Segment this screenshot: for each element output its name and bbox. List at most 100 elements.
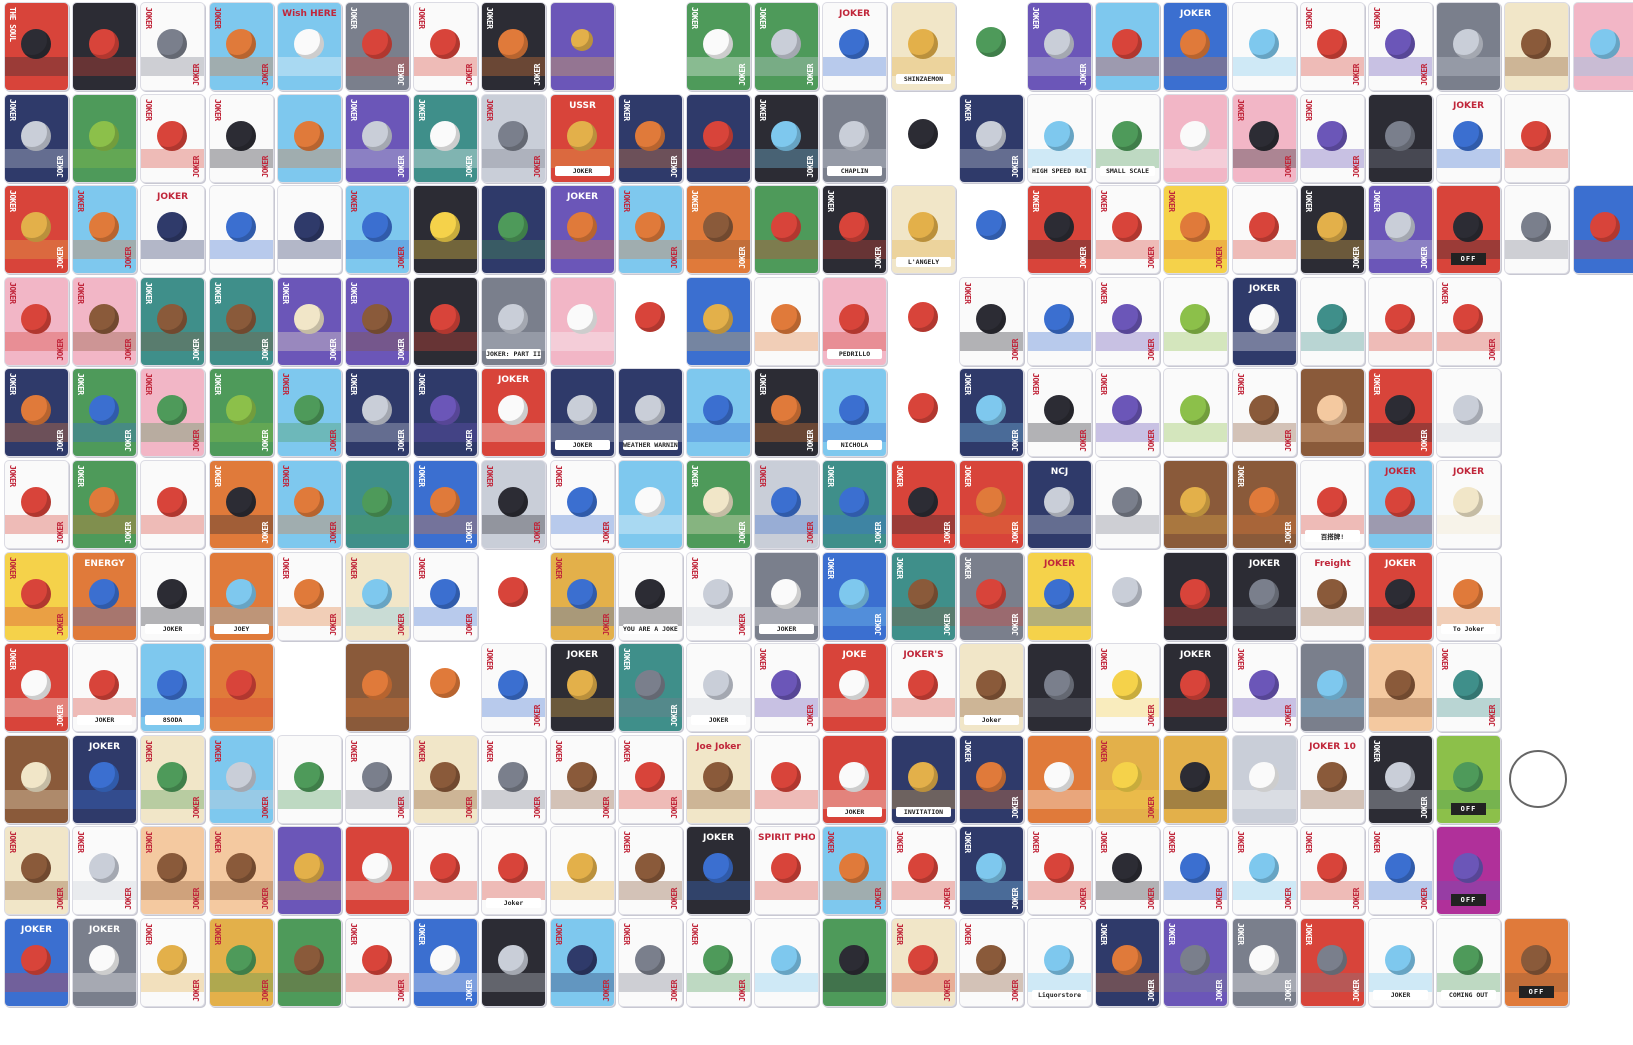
joker-card[interactable] [73,95,136,182]
joker-card[interactable]: JOKER JOKER [1301,95,1364,182]
joker-card[interactable]: JOKER JOKER [346,919,409,1006]
joker-card[interactable]: OFF [1437,186,1500,273]
joker-card[interactable]: JOKER JOKER [551,919,614,1006]
joker-card[interactable]: INVITATION [892,736,955,823]
joker-card[interactable] [823,919,886,1006]
joker-card[interactable] [1369,644,1432,731]
joker-card[interactable]: JOKER JOKER [960,461,1023,548]
joker-card[interactable] [1505,186,1568,273]
joker-card[interactable] [892,95,955,182]
joker-card[interactable]: JOKER JOKER [210,95,273,182]
joker-card[interactable]: JOKER JOKER [619,919,682,1006]
joker-card[interactable] [1096,461,1159,548]
joker-card[interactable]: JOKER JOKER [73,186,136,273]
joker-card[interactable]: Joker [960,644,1023,731]
joker-card[interactable]: JOKER JOKER [1301,919,1364,1006]
joker-card[interactable]: JOKER JOKER [823,461,886,548]
joker-card[interactable]: JOKER JOKER [414,461,477,548]
joker-card[interactable]: JOKER JOKER [346,278,409,365]
joker-card[interactable]: JOKER [1369,919,1432,1006]
joker-card[interactable]: JOKER [5,919,68,1006]
joker-card[interactable]: JOKER JOKER [823,186,886,273]
joker-card[interactable] [551,3,614,90]
joker-card[interactable]: JOKER JOKER [619,736,682,823]
joker-card[interactable]: Freight [1301,553,1364,640]
joker-card[interactable]: JOKER JOKER [687,553,750,640]
joker-card[interactable] [278,95,341,182]
joker-card[interactable]: To Joker [1437,553,1500,640]
joker-card[interactable]: JOKER JOKER [687,919,750,1006]
joker-card[interactable] [278,827,341,914]
joker-card[interactable] [210,186,273,273]
joker-card[interactable]: Joker [482,827,545,914]
joker-card[interactable] [1164,736,1227,823]
joker-card[interactable]: JOKER JOKER [1437,644,1500,731]
joker-card[interactable] [755,278,818,365]
joker-card[interactable]: JOKER JOKER [5,186,68,273]
joker-card[interactable]: JOKER JOKER [755,369,818,456]
joker-card[interactable]: JOKER JOKER [1028,186,1091,273]
joker-card[interactable]: JOKER [551,369,614,456]
joker-card[interactable] [1574,186,1633,273]
joker-card[interactable]: JOKER JOKER [5,553,68,640]
joker-card[interactable]: JOKER JOKER [755,95,818,182]
joker-card[interactable]: JOKER JOKER [1096,644,1159,731]
joker-card[interactable] [1164,553,1227,640]
joker-card[interactable]: JOKER JOKER [755,461,818,548]
joker-card[interactable]: JOKER [687,644,750,731]
joker-card[interactable]: Liquorstore [1028,919,1091,1006]
joker-card[interactable]: JOKER'S [892,644,955,731]
joker-card[interactable]: JOKER JOKER [346,95,409,182]
joker-card[interactable]: JOKER JOKER [1233,644,1296,731]
joker-card[interactable] [960,186,1023,273]
joker-card[interactable] [1028,278,1091,365]
joker-card[interactable] [482,553,545,640]
joker-card[interactable]: JOKER JOKER [1369,186,1432,273]
joker-card[interactable] [141,461,204,548]
joker-card[interactable] [1233,186,1296,273]
joker-card[interactable] [619,461,682,548]
joker-card[interactable]: JOKER JOKER [414,553,477,640]
joker-card[interactable]: JOKER JOKER [210,919,273,1006]
joker-card[interactable]: JOKER JOKER [414,95,477,182]
joker-card[interactable]: USSR JOKER [551,95,614,182]
joker-card[interactable] [1233,3,1296,90]
joker-card[interactable] [687,95,750,182]
joker-card[interactable]: JOKER [551,186,614,273]
joker-card[interactable]: JOKER JOKER [1028,369,1091,456]
joker-card[interactable]: JOKER JOKER [1233,461,1296,548]
joker-card[interactable]: JOKER JOKER [346,369,409,456]
joker-card[interactable] [1574,3,1633,90]
joker-card[interactable]: JOKER JOKER [1096,827,1159,914]
joker-card[interactable]: WEATHER WARNING [619,369,682,456]
joker-card[interactable]: JOKER [823,736,886,823]
joker-card[interactable] [1096,3,1159,90]
joker-card[interactable]: 8SODA [141,644,204,731]
joker-card[interactable] [687,278,750,365]
joker-card[interactable]: JOKER JOKER [960,919,1023,1006]
joker-card[interactable]: JOKER [755,553,818,640]
joker-card[interactable]: JOKER JOKER [141,827,204,914]
joker-card[interactable]: JOKER JOKER [482,644,545,731]
joker-card[interactable] [755,186,818,273]
joker-card[interactable]: JOKER JOKER [278,553,341,640]
joker-card[interactable]: JOKER JOKER [482,3,545,90]
joker-card[interactable] [210,644,273,731]
joker-card[interactable]: JOKER JOKER [1096,369,1159,456]
joker-card[interactable] [482,186,545,273]
joker-card[interactable] [619,278,682,365]
joker-card[interactable] [1164,95,1227,182]
joker-card[interactable]: JOKER [73,919,136,1006]
joker-card[interactable]: JOKER JOKER [619,186,682,273]
joker-card[interactable]: JOKER JOKER [1369,827,1432,914]
joker-card[interactable] [346,644,409,731]
joker-card[interactable]: JOKER JOKER [551,461,614,548]
joker-card[interactable]: OFF [1437,736,1500,823]
joker-card[interactable]: JOKER [141,186,204,273]
joker-card[interactable]: JOKER [1164,644,1227,731]
joker-card[interactable]: JOKER JOKER [960,553,1023,640]
joker-card[interactable]: JOKER [141,553,204,640]
joker-card[interactable]: JOKER JOKER [414,3,477,90]
joker-card[interactable]: JOKER JOKER [346,736,409,823]
joker-card[interactable] [892,278,955,365]
